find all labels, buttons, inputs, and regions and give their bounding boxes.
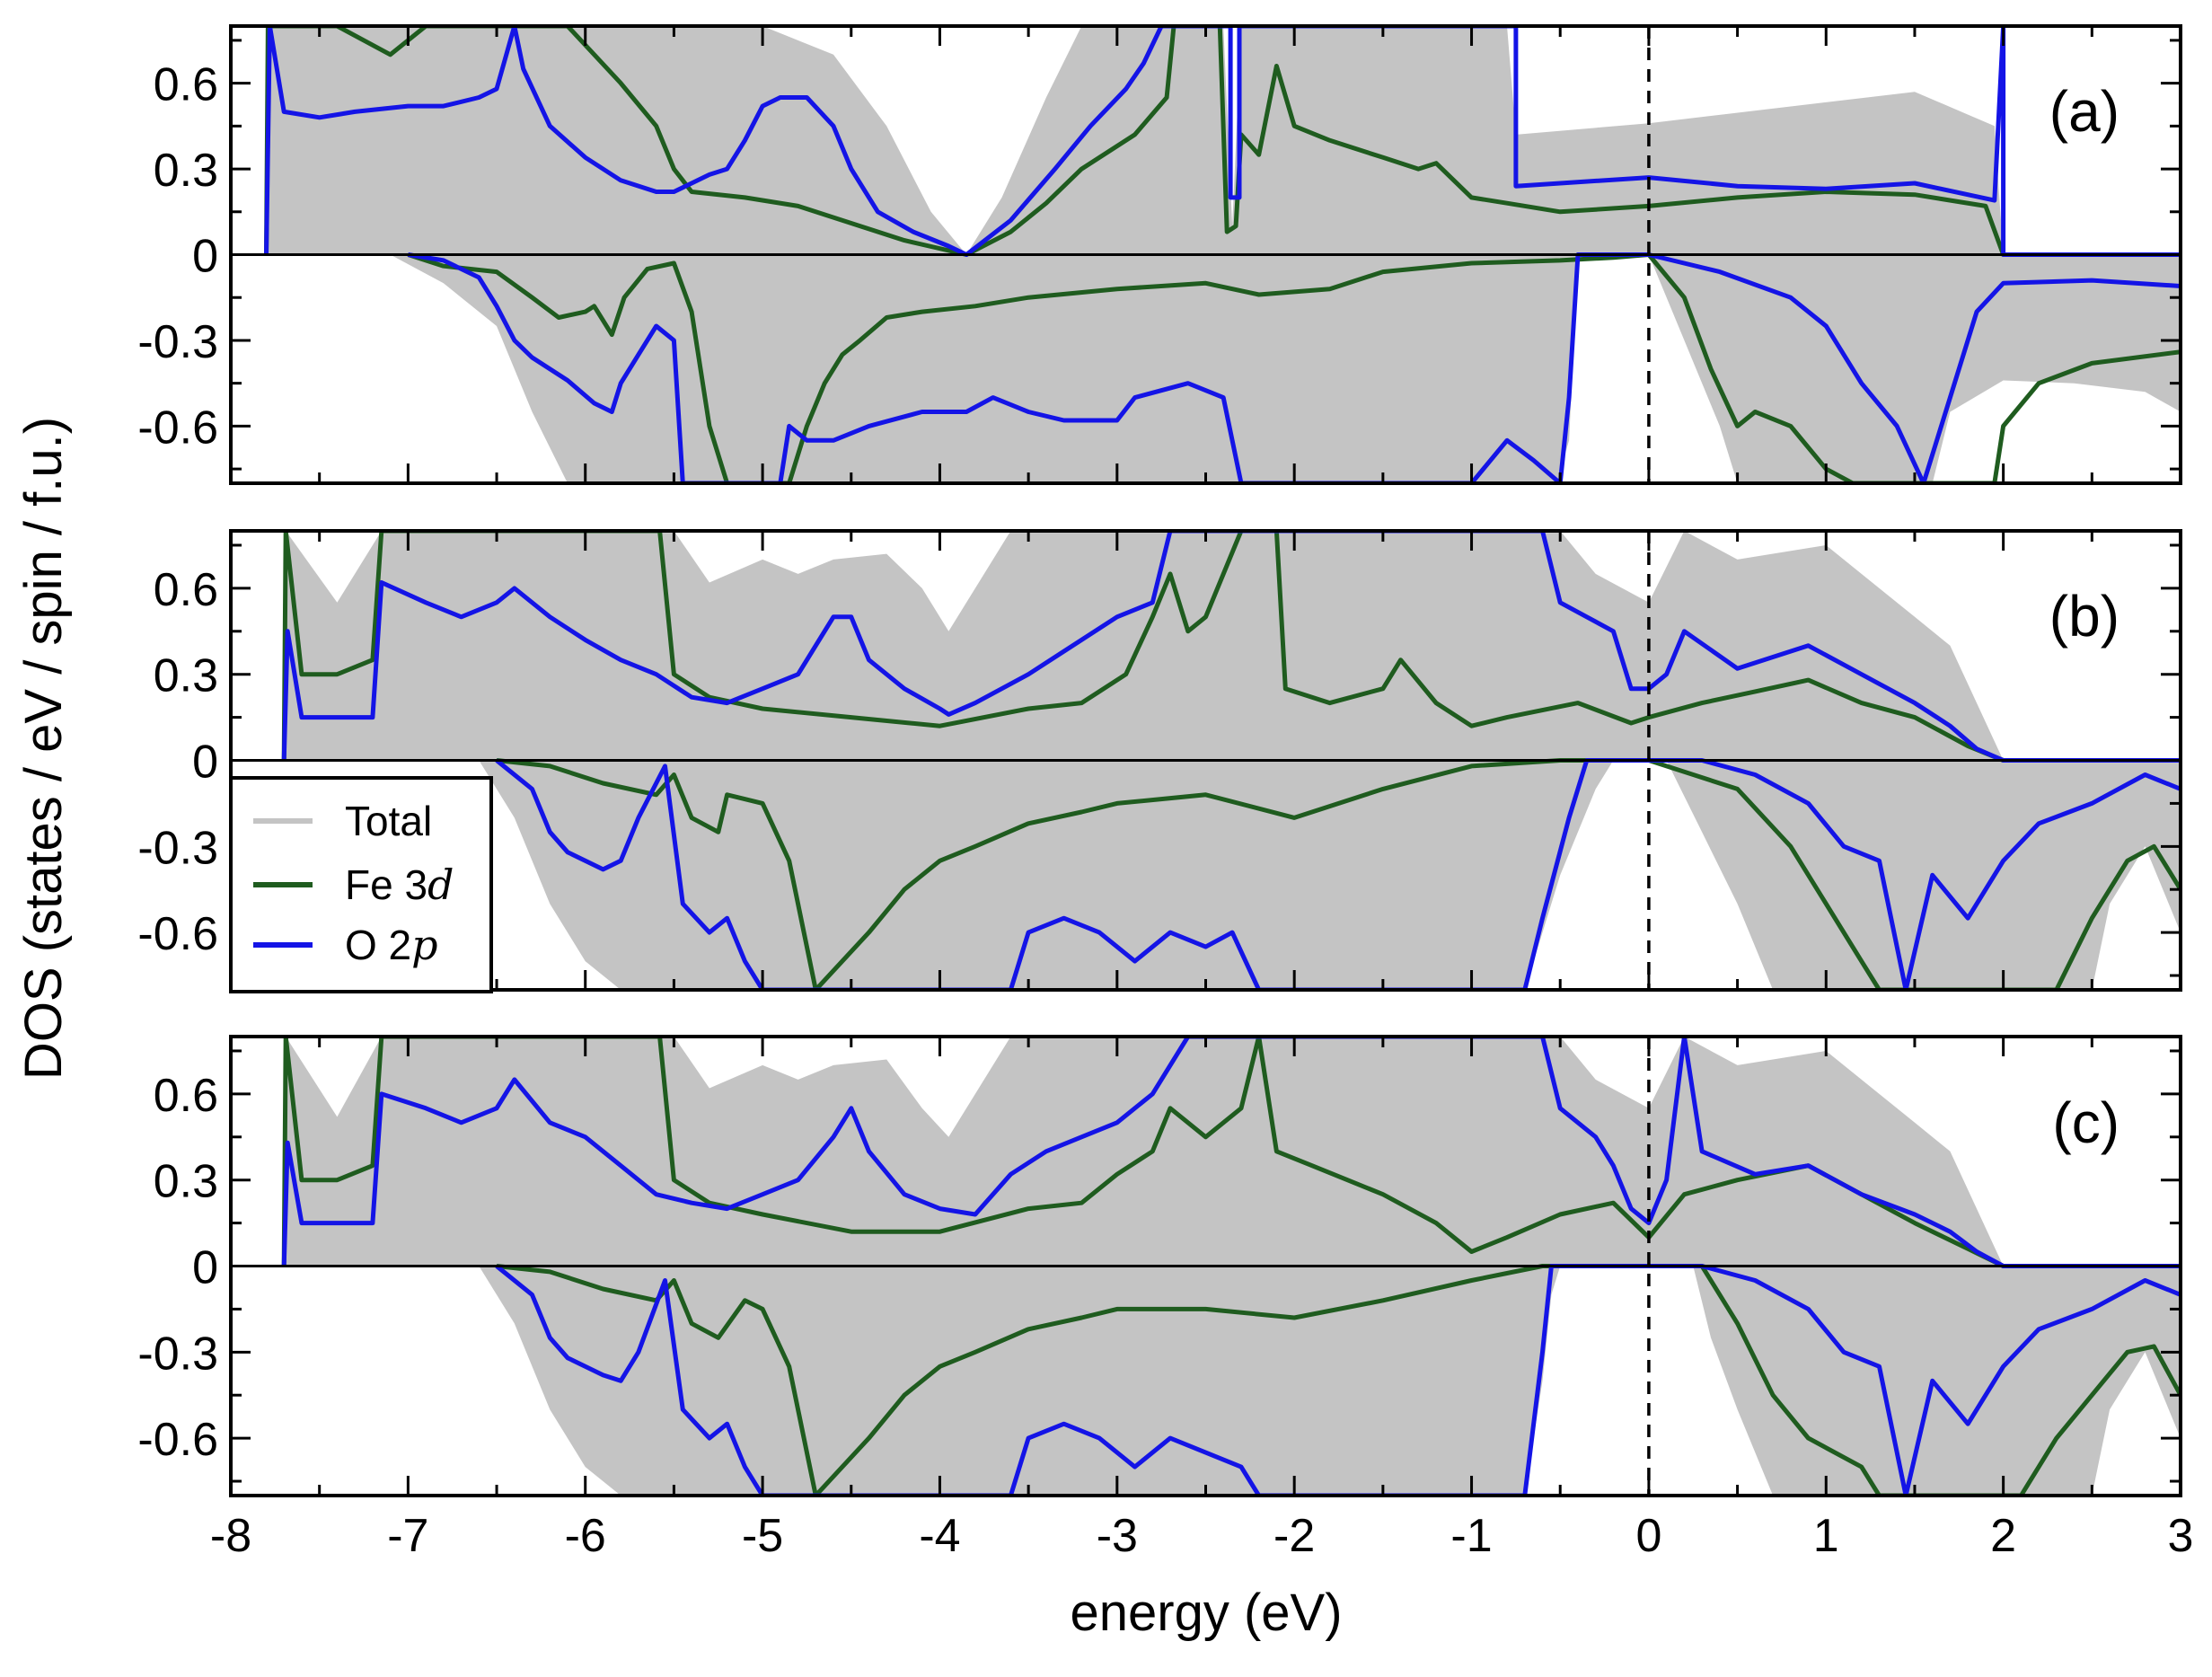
y-tick-label: 0.3 <box>154 1156 218 1208</box>
total-dos-area <box>284 1037 2181 1496</box>
panel-c-axes: 0.6 0.3 0 -0.3 -0.6 <box>137 1035 2182 1497</box>
fe-3d-curve <box>281 1037 2181 1496</box>
x-tick-label: -8 <box>210 1510 251 1562</box>
fe-3d-line-up <box>281 531 2181 763</box>
x-tick-label: -4 <box>919 1510 960 1562</box>
y-tick-label: -0.3 <box>137 822 218 874</box>
x-tick-label: -3 <box>1097 1510 1138 1562</box>
total-dos-down <box>479 1266 2181 1496</box>
x-tick-label: 0 <box>1635 1510 1661 1562</box>
total-dos-up <box>284 1037 2181 1267</box>
panel-a-axes: 0.6 0.3 0 -0.3 -0.6 <box>137 24 2182 485</box>
y-tick-label: 0.6 <box>154 1070 218 1122</box>
fe-3d-line-down <box>496 1264 2181 1496</box>
legend-label-o: O 2p <box>345 921 438 969</box>
y-tick-label: -0.6 <box>137 908 218 960</box>
o-2p-line-up <box>264 26 2181 257</box>
o-2p-line-down <box>407 252 2181 483</box>
y-tick-label: 0 <box>192 1242 218 1294</box>
y-tick-label: -0.6 <box>137 402 218 454</box>
x-tick-label: 1 <box>1813 1510 1839 1562</box>
panel-c: 0.6 0.3 0 -0.3 -0.6 (c) <box>137 1035 2182 1497</box>
y-tick-label: -0.3 <box>137 1328 218 1380</box>
fe-3d-line-down <box>407 252 2181 483</box>
y-tick-label: 0.6 <box>154 59 218 111</box>
x-tick-label: -2 <box>1273 1510 1315 1562</box>
y-tick-label: 0.6 <box>154 564 218 616</box>
panel-label-b: (b) <box>2049 584 2119 649</box>
y-tick-label: 0 <box>192 737 218 789</box>
x-tick-label: 2 <box>1990 1510 2016 1562</box>
y-tick-label: 0.3 <box>154 650 218 702</box>
x-axis-title: energy (eV) <box>1070 1584 1342 1642</box>
total-dos-down <box>390 254 2181 483</box>
x-tick-labels: -8 -7 -6 -5 -4 -3 -2 -1 0 1 2 3 <box>210 1510 2194 1562</box>
y-tick-label: -0.3 <box>137 316 218 368</box>
y-tick-label: 0.3 <box>154 145 218 197</box>
o-2p-curve <box>281 531 2181 990</box>
panel-b-axes: 0.6 0.3 0 -0.3 -0.6 <box>137 529 2182 992</box>
o-2p-curve <box>264 26 2181 483</box>
x-tick-label: -7 <box>387 1510 428 1562</box>
o-2p-line-up <box>281 531 2181 763</box>
x-tick-label: -6 <box>565 1510 606 1562</box>
x-tick-label: 3 <box>2168 1510 2194 1562</box>
fe-3d-line-up <box>281 1037 2181 1268</box>
y-tick-label: -0.6 <box>137 1414 218 1466</box>
panel-a: 0.6 0.3 0 -0.3 -0.6 (a) <box>137 24 2182 485</box>
x-tick-label: -5 <box>742 1510 783 1562</box>
panel-b: 0.6 0.3 0 -0.3 -0.6 (b) <box>137 529 2182 992</box>
o-2p-curve <box>281 1037 2181 1496</box>
y-tick-label: 0 <box>192 231 218 283</box>
fe-3d-line-down <box>496 758 2181 990</box>
x-tick-label: -1 <box>1450 1510 1492 1562</box>
o-2p-line-down <box>495 758 2181 990</box>
fe-3d-line-up <box>264 26 2181 257</box>
panel-label-a: (a) <box>2049 79 2119 144</box>
fe-3d-curve <box>281 531 2181 990</box>
o-2p-line-down <box>495 1264 2181 1496</box>
fe-3d-curve <box>264 26 2181 483</box>
legend: Total Fe 3d O 2p <box>229 776 493 993</box>
total-dos-up <box>284 531 2181 761</box>
panel-label-c: (c) <box>2052 1090 2119 1155</box>
total-dos-down <box>479 760 2181 990</box>
o-2p-line-up <box>281 1037 2181 1268</box>
legend-label-total: Total <box>345 798 432 844</box>
y-axis-title: DOS (states / eV / spin / f.u.) <box>14 417 73 1080</box>
legend-label-fe: Fe 3d <box>345 861 454 909</box>
